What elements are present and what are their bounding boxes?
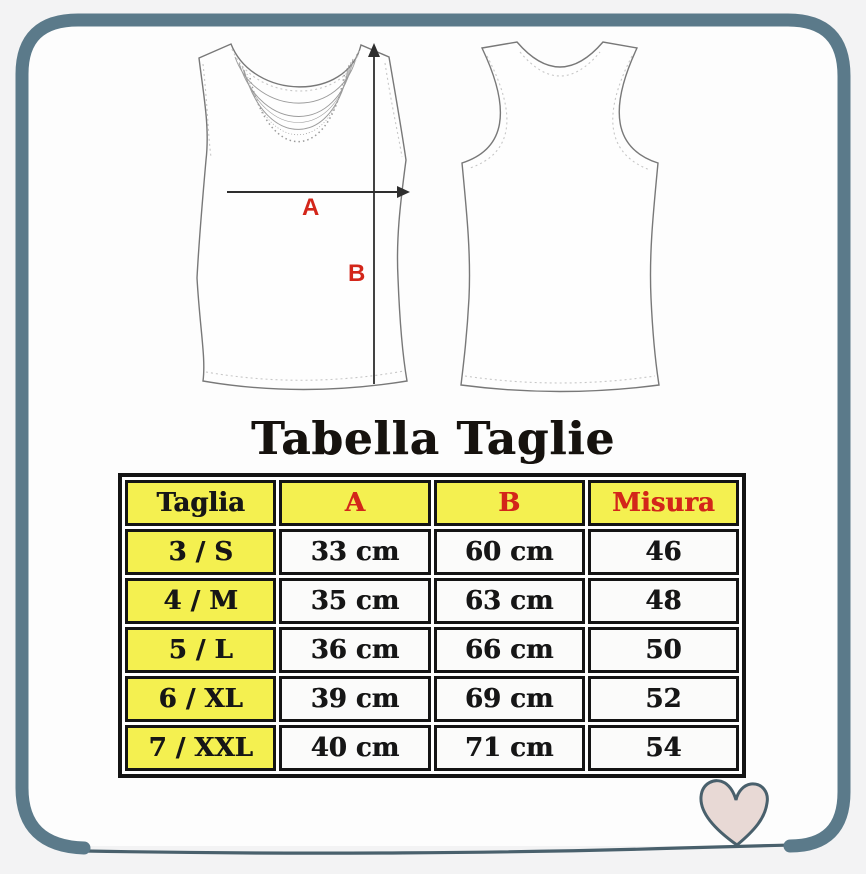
- size-cell: 7 / XXL: [125, 725, 277, 771]
- header-b: B: [433, 480, 585, 526]
- size-table-header-row: Taglia A B Misura: [125, 480, 739, 526]
- misura-cell: 46: [587, 529, 739, 575]
- size-cell: 5 / L: [125, 627, 277, 673]
- arrowhead-right: [397, 186, 410, 198]
- measure-b-cell: 69 cm: [433, 676, 585, 722]
- misura-cell: 50: [587, 627, 739, 673]
- size-table-row: 7 / XXL 40 cm 71 cm 54: [125, 725, 739, 771]
- measure-b-cell: 71 cm: [433, 725, 585, 771]
- measure-a-cell: 35 cm: [279, 578, 431, 624]
- bottom-border-line: [84, 843, 794, 855]
- size-table-row: 4 / M 35 cm 63 cm 48: [125, 578, 739, 624]
- misura-cell: 48: [587, 578, 739, 624]
- back-tank-top-drawing: [460, 41, 660, 393]
- header-misura: Misura: [587, 480, 739, 526]
- length-arrow-B: [368, 43, 380, 384]
- frame-border: [15, 13, 851, 855]
- measure-a-cell: 33 cm: [279, 529, 431, 575]
- measure-label-b: B: [348, 260, 366, 287]
- front-stitch-lines: [202, 48, 405, 381]
- header-a: A: [279, 480, 431, 526]
- width-arrow-A: [227, 186, 410, 198]
- size-table-row: 3 / S 33 cm 60 cm 46: [125, 529, 739, 575]
- size-table-row: 6 / XL 39 cm 69 cm 52: [125, 676, 739, 722]
- measure-a-cell: 40 cm: [279, 725, 431, 771]
- page-title: Tabella Taglie: [250, 412, 616, 465]
- heart-icon: [699, 779, 769, 847]
- measure-b-cell: 66 cm: [433, 627, 585, 673]
- measure-b-cell: 60 cm: [433, 529, 585, 575]
- size-table: Taglia A B Misura 3 / S 33 cm 60 cm 46 4…: [118, 473, 746, 778]
- lace-neckline-detail: [234, 53, 358, 143]
- back-stitch-lines: [464, 51, 656, 384]
- size-cell: 3 / S: [125, 529, 277, 575]
- misura-cell: 52: [587, 676, 739, 722]
- header-taglia: Taglia: [125, 480, 277, 526]
- size-cell: 4 / M: [125, 578, 277, 624]
- measure-a-cell: 36 cm: [279, 627, 431, 673]
- arrowhead-up: [368, 43, 380, 57]
- measure-a-cell: 39 cm: [279, 676, 431, 722]
- front-tank-top-drawing: [196, 43, 410, 391]
- size-cell: 6 / XL: [125, 676, 277, 722]
- size-table-row: 5 / L 36 cm 66 cm 50: [125, 627, 739, 673]
- measure-label-a: A: [302, 194, 320, 221]
- misura-cell: 54: [587, 725, 739, 771]
- measure-b-cell: 63 cm: [433, 578, 585, 624]
